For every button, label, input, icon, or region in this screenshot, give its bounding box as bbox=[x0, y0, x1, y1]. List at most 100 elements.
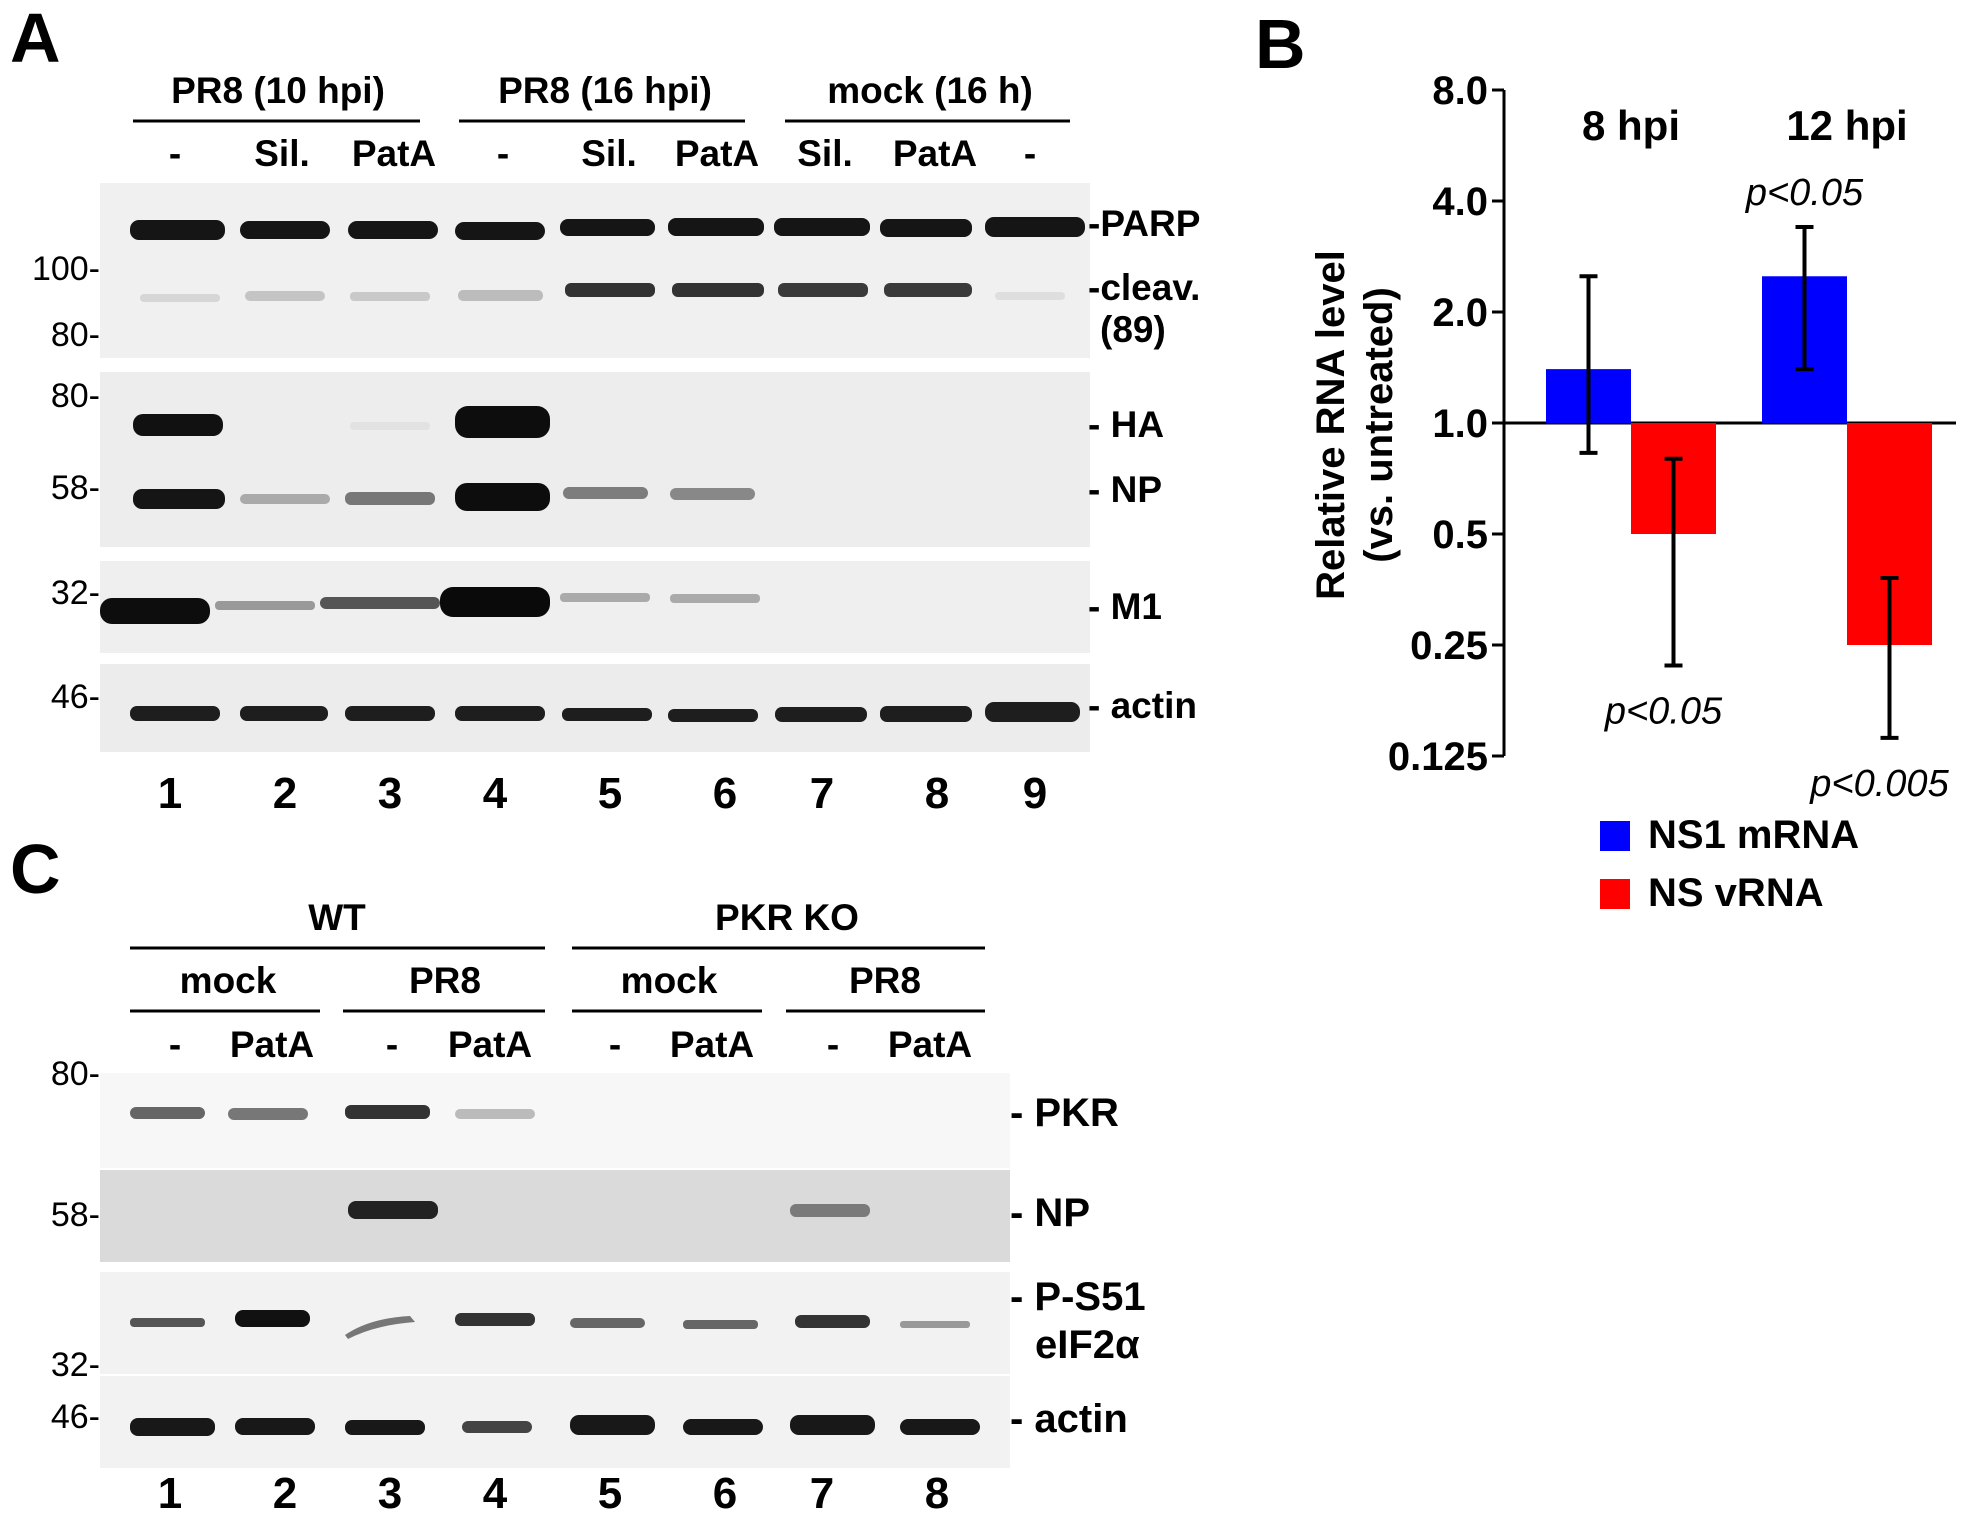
panel-a-label: A bbox=[10, 0, 61, 77]
band-actin bbox=[790, 1415, 875, 1435]
y-tick-label: 4.0 bbox=[1432, 180, 1488, 224]
p-value-label: p<0.05 bbox=[1745, 172, 1864, 214]
y-tick-label: 0.5 bbox=[1432, 513, 1488, 557]
y-tick-label: 0.25 bbox=[1410, 624, 1488, 668]
mw-marker: 100- bbox=[32, 250, 100, 288]
band-p-eif2a bbox=[795, 1315, 870, 1328]
treatment-label: - bbox=[1024, 133, 1036, 174]
band-label-parp: -PARP bbox=[1088, 203, 1200, 244]
band-pkr bbox=[130, 1107, 205, 1119]
band-parp bbox=[880, 219, 972, 237]
band-label-actin: - actin bbox=[1088, 685, 1197, 726]
band-actin bbox=[570, 1415, 655, 1435]
band-parp bbox=[240, 221, 330, 239]
lane-number: 7 bbox=[810, 769, 834, 818]
y-axis-title-line2: (vs. untreated) bbox=[1357, 287, 1401, 563]
band-np bbox=[455, 483, 550, 511]
band-cleaved bbox=[458, 290, 543, 301]
mw-marker: 58- bbox=[51, 1196, 100, 1234]
band-pkr bbox=[228, 1108, 308, 1120]
band-label-p-s51: - P-S51 bbox=[1010, 1275, 1146, 1319]
treatment-label: PatA bbox=[893, 133, 977, 174]
band-label-m1: - M1 bbox=[1088, 586, 1162, 627]
band-parp bbox=[668, 218, 764, 236]
category-label: 12 hpi bbox=[1786, 102, 1907, 149]
band-p-eif2a bbox=[683, 1320, 758, 1329]
treatment-label: PatA bbox=[230, 1024, 314, 1065]
band-ha bbox=[133, 414, 223, 436]
lane-number: 1 bbox=[158, 1469, 182, 1513]
p-value-label: p<0.005 bbox=[1809, 763, 1949, 805]
band-label-eif2a: eIF2α bbox=[1035, 1323, 1140, 1367]
band-m1 bbox=[215, 601, 315, 610]
blot-strip-np bbox=[100, 1170, 1010, 1262]
band-p-eif2a bbox=[235, 1310, 310, 1327]
legend-label-ns1: NS1 mRNA bbox=[1648, 813, 1859, 857]
band-m1 bbox=[560, 593, 650, 602]
band-label-np: - NP bbox=[1088, 469, 1162, 510]
infection-label: PR8 bbox=[849, 960, 921, 1001]
category-label: 8 hpi bbox=[1582, 102, 1680, 149]
blot-strip-pkr bbox=[100, 1073, 1010, 1168]
treatment-label: Sil. bbox=[254, 133, 310, 174]
band-parp bbox=[985, 217, 1085, 237]
treatment-label: - bbox=[827, 1024, 839, 1065]
y-tick-label: 2.0 bbox=[1432, 291, 1488, 335]
lane-number: 8 bbox=[925, 1469, 949, 1513]
y-tick-label: 0.125 bbox=[1388, 735, 1488, 779]
group-header-pr8-10: PR8 (10 hpi) bbox=[171, 70, 385, 111]
genotype-wt: WT bbox=[308, 897, 366, 938]
y-axis-title-line1: Relative RNA level bbox=[1309, 250, 1353, 600]
treatment-label: PatA bbox=[352, 133, 436, 174]
band-cleaved bbox=[140, 294, 220, 302]
lane-number: 7 bbox=[810, 1469, 834, 1513]
mw-marker: 46- bbox=[51, 1398, 100, 1436]
lane-number: 3 bbox=[378, 769, 402, 818]
band-actin bbox=[345, 1420, 425, 1435]
band-np bbox=[240, 494, 330, 504]
lane-number: 6 bbox=[713, 769, 737, 818]
band-parp bbox=[455, 222, 545, 240]
mw-marker: 80- bbox=[51, 316, 100, 354]
infection-label: mock bbox=[180, 960, 277, 1001]
band-m1 bbox=[320, 597, 440, 609]
treatment-label: Sil. bbox=[797, 133, 853, 174]
band-actin bbox=[235, 1418, 315, 1435]
band-actin bbox=[683, 1419, 763, 1435]
band-p-eif2a bbox=[345, 1316, 415, 1339]
treatment-label: PatA bbox=[675, 133, 759, 174]
treatment-label: - bbox=[169, 1024, 181, 1065]
band-cleaved bbox=[672, 283, 764, 297]
mw-marker: 46- bbox=[51, 678, 100, 716]
group-header-mock-16: mock (16 h) bbox=[827, 70, 1033, 111]
band-p-eif2a bbox=[900, 1321, 970, 1328]
legend-swatch-ns1 bbox=[1600, 821, 1630, 851]
band-np bbox=[133, 489, 225, 509]
treatment-label: Sil. bbox=[581, 133, 637, 174]
band-p-eif2a bbox=[130, 1318, 205, 1327]
treatment-label: - bbox=[169, 133, 181, 174]
blot-strip-ha-np bbox=[100, 372, 1090, 547]
blot-strip-parp bbox=[100, 183, 1090, 358]
lane-number: 1 bbox=[158, 769, 182, 818]
band-actin bbox=[130, 706, 220, 721]
panel-b-label: B bbox=[1255, 5, 1306, 83]
band-cleaved bbox=[884, 283, 972, 297]
treatment-label: - bbox=[609, 1024, 621, 1065]
band-label-pkr: - PKR bbox=[1010, 1091, 1119, 1135]
band-cleaved bbox=[565, 283, 655, 297]
p-value-label: p<0.05 bbox=[1604, 690, 1723, 732]
band-actin bbox=[775, 707, 867, 722]
mw-marker: 32- bbox=[51, 574, 100, 612]
band-np bbox=[790, 1204, 870, 1217]
band-np bbox=[670, 488, 755, 500]
band-label-ha: - HA bbox=[1088, 404, 1164, 445]
band-actin bbox=[462, 1421, 532, 1433]
band-p-eif2a bbox=[455, 1313, 535, 1326]
chart-b: Relative RNA level (vs. untreated) 8.0 4.… bbox=[1309, 69, 1956, 805]
lane-number: 3 bbox=[378, 1469, 402, 1513]
band-m1 bbox=[440, 587, 550, 617]
band-actin bbox=[880, 706, 972, 722]
